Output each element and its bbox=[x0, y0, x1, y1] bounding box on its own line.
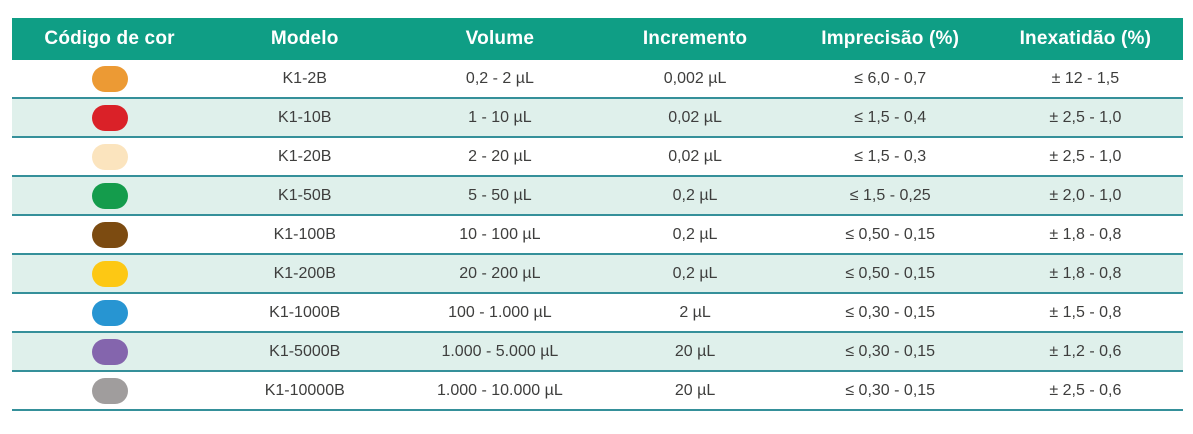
column-header-model: Modelo bbox=[207, 18, 403, 60]
color-cell bbox=[12, 293, 208, 333]
imprecision-cell: ≤ 1,5 - 0,3 bbox=[792, 137, 988, 177]
color-cell bbox=[12, 215, 208, 255]
model-cell: K1-20B bbox=[207, 137, 403, 177]
model-cell: K1-200B bbox=[207, 254, 403, 294]
inaccuracy-cell: ± 1,8 - 0,8 bbox=[987, 215, 1183, 255]
volume-cell: 100 - 1.000 µL bbox=[402, 293, 598, 333]
color-swatch-cream bbox=[91, 143, 128, 170]
volume-cell: 1.000 - 10.000 µL bbox=[402, 371, 598, 411]
model-cell: K1-50B bbox=[207, 176, 403, 216]
volume-cell: 0,2 - 2 µL bbox=[402, 60, 598, 99]
color-cell bbox=[12, 254, 208, 294]
increment-cell: 20 µL bbox=[597, 371, 793, 411]
inaccuracy-cell: ± 2,5 - 1,0 bbox=[987, 137, 1183, 177]
volume-cell: 2 - 20 µL bbox=[402, 137, 598, 177]
model-cell: K1-10B bbox=[207, 98, 403, 138]
color-swatch-purple bbox=[91, 338, 128, 365]
volume-cell: 1 - 10 µL bbox=[402, 98, 598, 138]
imprecision-cell: ≤ 6,0 - 0,7 bbox=[792, 60, 988, 99]
imprecision-cell: ≤ 0,50 - 0,15 bbox=[792, 215, 988, 255]
color-cell bbox=[12, 137, 208, 177]
header-row: Código de cor Modelo Volume Incremento I… bbox=[12, 18, 1183, 60]
imprecision-cell: ≤ 0,50 - 0,15 bbox=[792, 254, 988, 294]
imprecision-cell: ≤ 1,5 - 0,25 bbox=[792, 176, 988, 216]
color-swatch-gray bbox=[91, 377, 128, 404]
table-row: K1-5000B 1.000 - 5.000 µL 20 µL ≤ 0,30 -… bbox=[12, 332, 1183, 372]
increment-cell: 0,2 µL bbox=[597, 215, 793, 255]
table-body: K1-2B 0,2 - 2 µL 0,002 µL ≤ 6,0 - 0,7 ± … bbox=[12, 60, 1183, 411]
pipette-spec-table: Código de cor Modelo Volume Incremento I… bbox=[12, 18, 1183, 411]
imprecision-cell: ≤ 0,30 - 0,15 bbox=[792, 293, 988, 333]
color-swatch-brown bbox=[91, 221, 128, 248]
table-row: K1-200B 20 - 200 µL 0,2 µL ≤ 0,50 - 0,15… bbox=[12, 254, 1183, 294]
column-header-inaccuracy: Inexatidão (%) bbox=[987, 18, 1183, 60]
color-cell bbox=[12, 371, 208, 411]
model-cell: K1-2B bbox=[207, 60, 403, 99]
inaccuracy-cell: ± 2,5 - 1,0 bbox=[987, 98, 1183, 138]
color-cell bbox=[12, 98, 208, 138]
model-cell: K1-1000B bbox=[207, 293, 403, 333]
increment-cell: 0,02 µL bbox=[597, 98, 793, 138]
increment-cell: 0,002 µL bbox=[597, 60, 793, 99]
inaccuracy-cell: ± 1,8 - 0,8 bbox=[987, 254, 1183, 294]
inaccuracy-cell: ± 2,5 - 0,6 bbox=[987, 371, 1183, 411]
imprecision-cell: ≤ 0,30 - 0,15 bbox=[792, 371, 988, 411]
table-row: K1-50B 5 - 50 µL 0,2 µL ≤ 1,5 - 0,25 ± 2… bbox=[12, 176, 1183, 216]
color-swatch-orange bbox=[91, 65, 128, 92]
volume-cell: 10 - 100 µL bbox=[402, 215, 598, 255]
column-header-volume: Volume bbox=[402, 18, 598, 60]
increment-cell: 0,02 µL bbox=[597, 137, 793, 177]
table-row: K1-20B 2 - 20 µL 0,02 µL ≤ 1,5 - 0,3 ± 2… bbox=[12, 137, 1183, 177]
model-cell: K1-100B bbox=[207, 215, 403, 255]
increment-cell: 2 µL bbox=[597, 293, 793, 333]
inaccuracy-cell: ± 12 - 1,5 bbox=[987, 60, 1183, 99]
inaccuracy-cell: ± 2,0 - 1,0 bbox=[987, 176, 1183, 216]
table-row: K1-10000B 1.000 - 10.000 µL 20 µL ≤ 0,30… bbox=[12, 371, 1183, 411]
model-cell: K1-10000B bbox=[207, 371, 403, 411]
column-header-increment: Incremento bbox=[597, 18, 793, 60]
inaccuracy-cell: ± 1,5 - 0,8 bbox=[987, 293, 1183, 333]
color-swatch-green bbox=[91, 182, 128, 209]
color-swatch-yellow bbox=[91, 260, 128, 287]
column-header-color-code: Código de cor bbox=[12, 18, 208, 60]
imprecision-cell: ≤ 0,30 - 0,15 bbox=[792, 332, 988, 372]
inaccuracy-cell: ± 1,2 - 0,6 bbox=[987, 332, 1183, 372]
table-row: K1-1000B 100 - 1.000 µL 2 µL ≤ 0,30 - 0,… bbox=[12, 293, 1183, 333]
model-cell: K1-5000B bbox=[207, 332, 403, 372]
volume-cell: 1.000 - 5.000 µL bbox=[402, 332, 598, 372]
table-row: K1-2B 0,2 - 2 µL 0,002 µL ≤ 6,0 - 0,7 ± … bbox=[12, 60, 1183, 99]
increment-cell: 0,2 µL bbox=[597, 176, 793, 216]
volume-cell: 20 - 200 µL bbox=[402, 254, 598, 294]
increment-cell: 20 µL bbox=[597, 332, 793, 372]
column-header-imprecision: Imprecisão (%) bbox=[792, 18, 988, 60]
imprecision-cell: ≤ 1,5 - 0,4 bbox=[792, 98, 988, 138]
table-row: K1-10B 1 - 10 µL 0,02 µL ≤ 1,5 - 0,4 ± 2… bbox=[12, 98, 1183, 138]
increment-cell: 0,2 µL bbox=[597, 254, 793, 294]
table-row: K1-100B 10 - 100 µL 0,2 µL ≤ 0,50 - 0,15… bbox=[12, 215, 1183, 255]
color-swatch-red bbox=[91, 104, 128, 131]
volume-cell: 5 - 50 µL bbox=[402, 176, 598, 216]
color-cell bbox=[12, 60, 208, 99]
color-cell bbox=[12, 176, 208, 216]
color-swatch-blue bbox=[91, 299, 128, 326]
color-cell bbox=[12, 332, 208, 372]
table-header: Código de cor Modelo Volume Incremento I… bbox=[12, 18, 1183, 60]
